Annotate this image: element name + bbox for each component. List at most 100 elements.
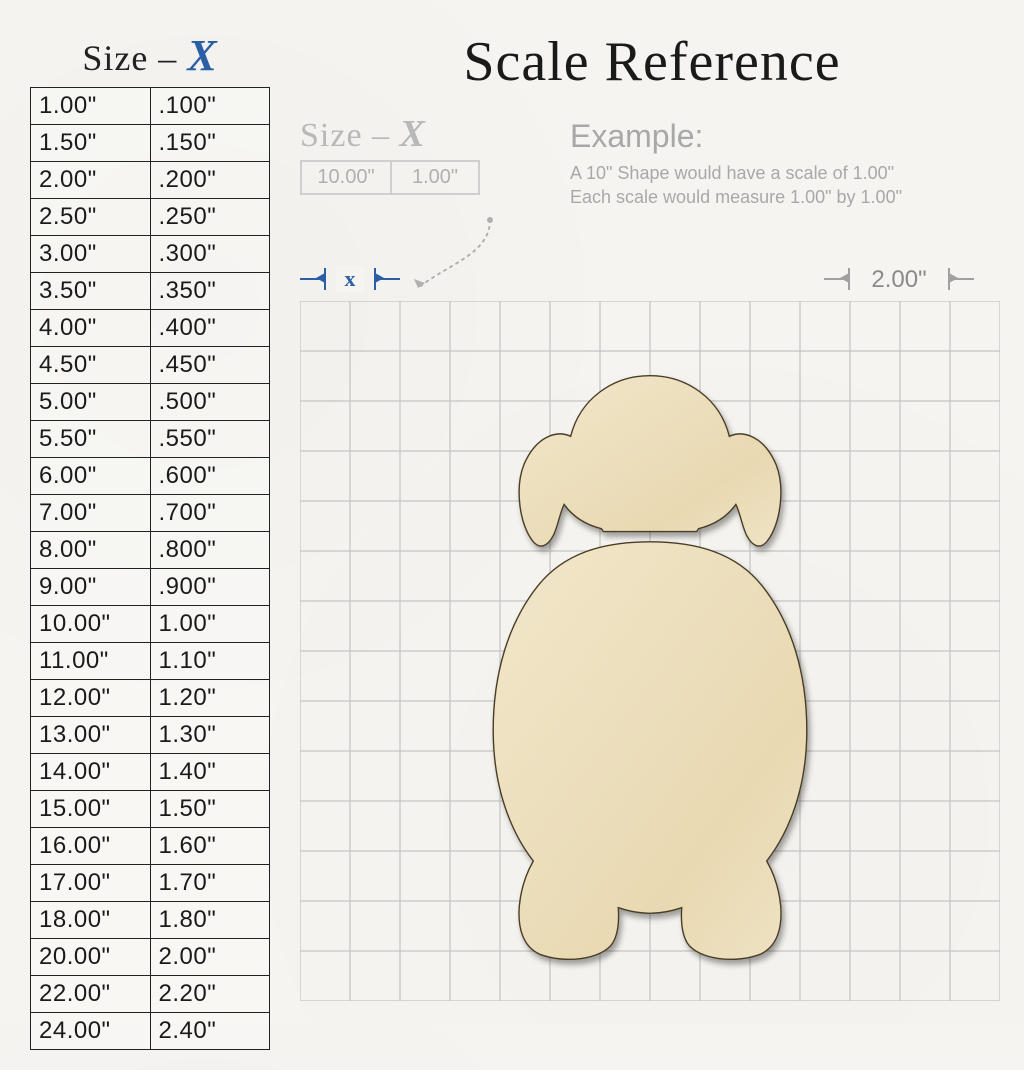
table-row: 6.00".600" (31, 458, 270, 495)
size-cell: 2.00" (31, 162, 151, 199)
x-dimension-marker: x (300, 264, 400, 294)
size-cell: 1.00" (31, 88, 151, 125)
size-cell: 24.00" (31, 1013, 151, 1050)
size-cell: 10.00" (31, 606, 151, 643)
size-cell: 1.50" (31, 125, 151, 162)
table-row: 11.00"1.10" (31, 643, 270, 680)
reference-grid (300, 301, 1000, 1001)
sub-x: X (400, 113, 426, 155)
scale-cell: .300" (150, 236, 270, 273)
scale-cell: .100" (150, 88, 270, 125)
scale-cell: 1.40" (150, 754, 270, 791)
size-cell: 17.00" (31, 865, 151, 902)
table-row: 20.00"2.00" (31, 939, 270, 976)
size-cell: 13.00" (31, 717, 151, 754)
example-text: Example: A 10" Shape would have a scale … (570, 112, 1004, 210)
size-cell: 2.50" (31, 199, 151, 236)
scale-cell: .200" (150, 162, 270, 199)
scale-cell: .500" (150, 384, 270, 421)
table-row: 8.00".800" (31, 532, 270, 569)
size-cell: 8.00" (31, 532, 151, 569)
two-inch-label: 2.00" (864, 266, 934, 294)
table-row: 9.00".900" (31, 569, 270, 606)
scale-cell: .550" (150, 421, 270, 458)
table-row: 3.00".300" (31, 236, 270, 273)
scale-cell: 1.80" (150, 902, 270, 939)
example-heading: Example: (570, 118, 1004, 155)
x-label: x (336, 266, 364, 292)
table-header-prefix: Size – (82, 38, 177, 78)
size-cell: 6.00" (31, 458, 151, 495)
scale-cell: .350" (150, 273, 270, 310)
two-inch-marker: 2.00" (824, 264, 974, 294)
scale-cell: .250" (150, 199, 270, 236)
size-cell: 16.00" (31, 828, 151, 865)
size-cell: 4.00" (31, 310, 151, 347)
size-cell: 22.00" (31, 976, 151, 1013)
size-cell: 15.00" (31, 791, 151, 828)
table-row: 13.00"1.30" (31, 717, 270, 754)
table-row: 15.00"1.50" (31, 791, 270, 828)
scale-cell: .800" (150, 532, 270, 569)
size-cell: 11.00" (31, 643, 151, 680)
table-row: 4.00".400" (31, 310, 270, 347)
table-row: 18.00"1.80" (31, 902, 270, 939)
table-row: 2.50".250" (31, 199, 270, 236)
table-header-x: X (187, 31, 217, 80)
scale-cell: 1.20" (150, 680, 270, 717)
mini-left: 10.00" (300, 160, 390, 195)
table-row: 16.00"1.60" (31, 828, 270, 865)
size-cell: 18.00" (31, 902, 151, 939)
table-row: 5.50".550" (31, 421, 270, 458)
scale-cell: .150" (150, 125, 270, 162)
scale-cell: .600" (150, 458, 270, 495)
table-row: 1.00".100" (31, 88, 270, 125)
mini-table: 10.00" 1.00" (300, 160, 530, 195)
size-table: 1.00".100"1.50".150"2.00".200"2.50".250"… (30, 87, 270, 1050)
table-row: 7.00".700" (31, 495, 270, 532)
scale-cell: .700" (150, 495, 270, 532)
scale-cell: 1.70" (150, 865, 270, 902)
size-cell: 5.00" (31, 384, 151, 421)
example-line1: A 10" Shape would have a scale of 1.00" (570, 161, 1004, 185)
table-row: 4.50".450" (31, 347, 270, 384)
table-row: 22.00"2.20" (31, 976, 270, 1013)
table-row: 24.00"2.40" (31, 1013, 270, 1050)
table-row: 10.00"1.00" (31, 606, 270, 643)
size-cell: 3.00" (31, 236, 151, 273)
sub-title: Size – X (300, 112, 530, 156)
scale-cell: 1.10" (150, 643, 270, 680)
table-header: Size – X (30, 30, 270, 81)
size-cell: 7.00" (31, 495, 151, 532)
scale-cell: .900" (150, 569, 270, 606)
table-row: 12.00"1.20" (31, 680, 270, 717)
size-cell: 12.00" (31, 680, 151, 717)
table-row: 17.00"1.70" (31, 865, 270, 902)
table-row: 5.00".500" (31, 384, 270, 421)
table-row: 1.50".150" (31, 125, 270, 162)
size-cell: 14.00" (31, 754, 151, 791)
scale-cell: 2.20" (150, 976, 270, 1013)
scale-cell: 1.00" (150, 606, 270, 643)
page-title: Scale Reference (300, 30, 1004, 94)
size-cell: 20.00" (31, 939, 151, 976)
scale-cell: 1.60" (150, 828, 270, 865)
size-cell: 4.50" (31, 347, 151, 384)
scale-cell: 2.40" (150, 1013, 270, 1050)
sub-prefix: Size – (300, 117, 390, 154)
size-cell: 5.50" (31, 421, 151, 458)
scale-cell: 1.50" (150, 791, 270, 828)
size-cell: 3.50" (31, 273, 151, 310)
size-cell: 9.00" (31, 569, 151, 606)
scale-cell: 2.00" (150, 939, 270, 976)
table-row: 3.50".350" (31, 273, 270, 310)
example-line2: Each scale would measure 1.00" by 1.00" (570, 185, 1004, 209)
mini-example-block: Size – X 10.00" 1.00" (300, 112, 530, 195)
mini-right: 1.00" (390, 160, 480, 195)
scale-cell: .450" (150, 347, 270, 384)
scale-cell: 1.30" (150, 717, 270, 754)
table-row: 14.00"1.40" (31, 754, 270, 791)
dog-shape (300, 301, 1000, 1001)
table-row: 2.00".200" (31, 162, 270, 199)
size-table-column: Size – X 1.00".100"1.50".150"2.00".200"2… (30, 30, 270, 1050)
